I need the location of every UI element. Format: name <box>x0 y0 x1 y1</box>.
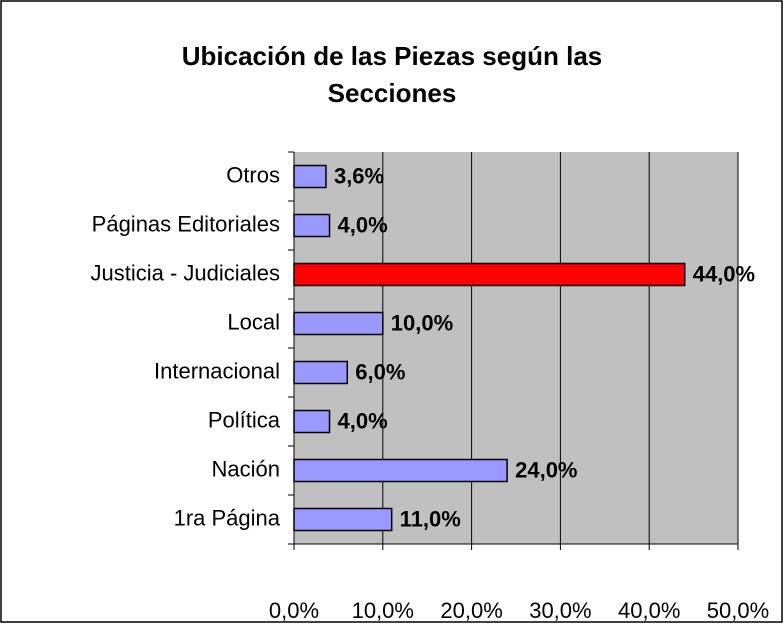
bar <box>293 311 384 336</box>
bar <box>293 458 508 483</box>
data-label: 44,0% <box>693 261 755 286</box>
y-tick-label: Otros <box>226 162 280 187</box>
y-tick-label: 1ra Página <box>174 505 281 530</box>
x-tick-label: 50,0% <box>707 598 769 623</box>
data-label: 11,0% <box>400 506 461 531</box>
bar <box>293 409 331 434</box>
data-label: 6,0% <box>355 359 405 384</box>
x-tick-label: 30,0% <box>529 598 591 623</box>
y-tick-label: Páginas Editoriales <box>92 211 280 236</box>
y-tick-label: Nación <box>212 456 280 481</box>
chart-title: Ubicación de las Piezas según las Seccio… <box>181 41 603 108</box>
x-tick-label: 20,0% <box>440 598 502 623</box>
bar <box>293 262 686 287</box>
y-tick-label: Política <box>208 407 281 432</box>
y-tick-label: Local <box>227 309 280 334</box>
plot-area <box>294 152 738 544</box>
x-tick-label: 0,0% <box>269 598 319 623</box>
data-label: 10,0% <box>391 310 453 335</box>
bar <box>293 507 393 532</box>
data-label: 4,0% <box>338 408 388 433</box>
y-tick-label: Internacional <box>154 358 280 383</box>
bar <box>293 360 349 385</box>
x-tick-label: 10,0% <box>352 598 414 623</box>
data-label: 24,0% <box>515 457 577 482</box>
data-label: 3,6% <box>334 163 384 188</box>
bar <box>293 164 327 189</box>
x-tick-label: 40,0% <box>618 598 680 623</box>
bar <box>293 213 331 238</box>
data-label: 4,0% <box>338 212 388 237</box>
y-tick-label: Justicia - Judiciales <box>90 260 280 285</box>
